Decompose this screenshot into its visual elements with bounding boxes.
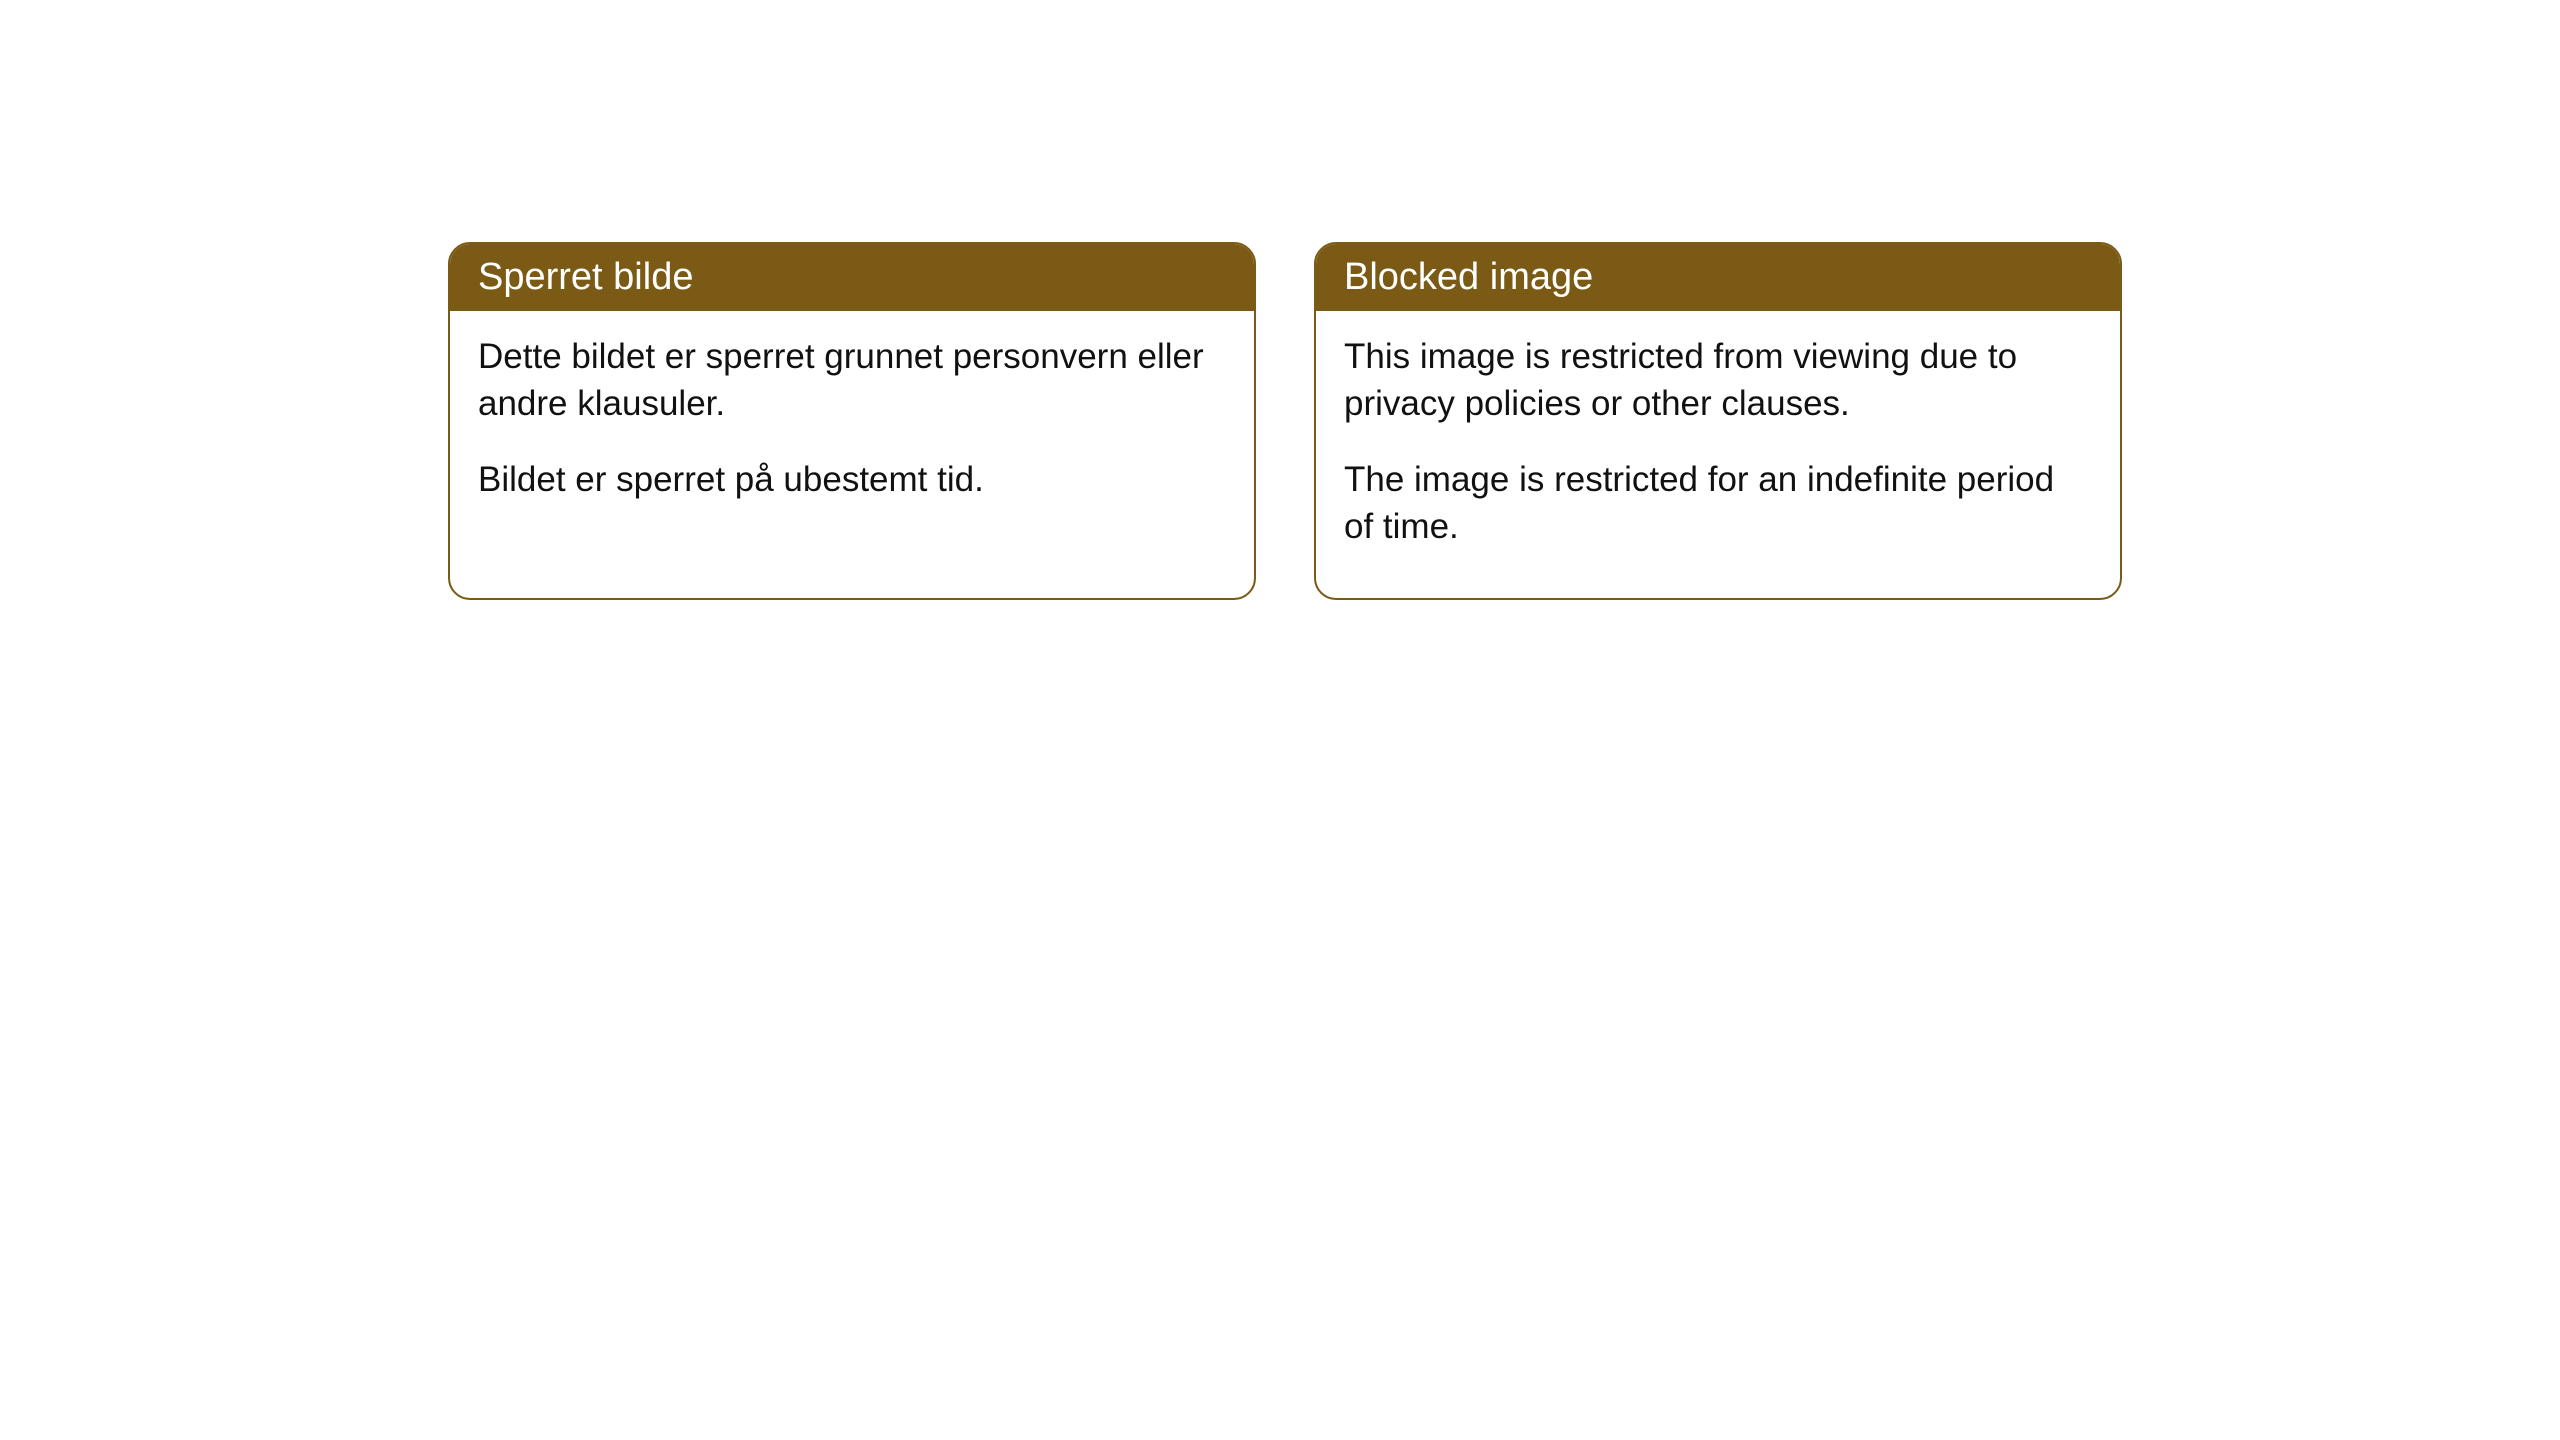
blocked-image-card-en: Blocked image This image is restricted f…	[1314, 242, 2122, 600]
card-title-no: Sperret bilde	[478, 256, 693, 298]
card-paragraph-2-no: Bildet er sperret på ubestemt tid.	[478, 456, 1226, 503]
card-header-no: Sperret bilde	[450, 244, 1254, 311]
card-paragraph-1-no: Dette bildet er sperret grunnet personve…	[478, 333, 1226, 428]
blocked-image-card-no: Sperret bilde Dette bildet er sperret gr…	[448, 242, 1256, 600]
card-paragraph-1-en: This image is restricted from viewing du…	[1344, 333, 2092, 428]
card-header-en: Blocked image	[1316, 244, 2120, 311]
cards-container: Sperret bilde Dette bildet er sperret gr…	[448, 242, 2122, 600]
card-body-en: This image is restricted from viewing du…	[1316, 311, 2120, 598]
card-title-en: Blocked image	[1344, 256, 1593, 298]
card-body-no: Dette bildet er sperret grunnet personve…	[450, 311, 1254, 551]
card-paragraph-2-en: The image is restricted for an indefinit…	[1344, 456, 2092, 551]
